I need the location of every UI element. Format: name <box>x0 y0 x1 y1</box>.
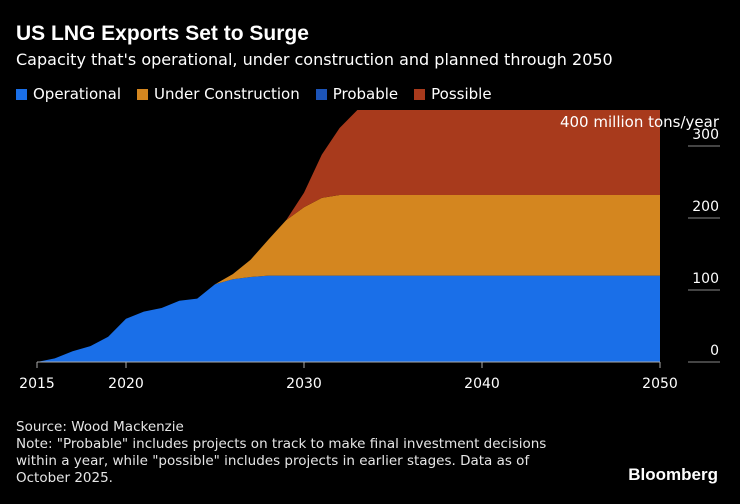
x-tick-label: 2030 <box>286 376 322 392</box>
chart-footer: Source: Wood Mackenzie Note: "Probable" … <box>16 419 576 487</box>
y-tick-label: 100 <box>692 271 719 287</box>
y-tick-label: 0 <box>710 343 719 359</box>
legend-label: Operational <box>33 85 122 103</box>
bloomberg-logo: Bloomberg <box>628 465 718 484</box>
legend-swatch <box>16 88 27 100</box>
legend-label: Possible <box>431 85 492 103</box>
legend-swatch <box>414 88 426 100</box>
legend-item-under-construction: Under Construction <box>137 85 300 103</box>
source-note: Source: Wood Mackenzie <box>16 419 184 435</box>
area-series-under-construction <box>37 194 660 362</box>
y-axis-label: 400 million tons/year <box>560 113 720 131</box>
legend-item-possible: Possible <box>414 85 492 103</box>
methodology-note: Note: "Probable" includes projects on tr… <box>16 436 547 486</box>
legend-swatch <box>137 88 149 100</box>
y-tick-label: 200 <box>692 199 719 215</box>
chart-title: US LNG Exports Set to Surge <box>16 22 309 45</box>
area-series-operational <box>37 275 660 362</box>
x-tick-label: 2050 <box>642 376 678 392</box>
chart-subtitle: Capacity that's operational, under const… <box>16 50 613 69</box>
legend-item-probable: Probable <box>315 85 399 103</box>
y-tick-label: 300 <box>692 127 719 143</box>
legend-item-operational: Operational <box>16 85 121 103</box>
x-tick-label: 2020 <box>108 376 144 392</box>
x-tick-label: 2040 <box>464 376 500 392</box>
x-tick-label: 2015 <box>19 376 55 392</box>
legend-label: Under Construction <box>154 85 300 103</box>
legend-label: Probable <box>332 85 399 103</box>
legend-swatch <box>315 88 327 100</box>
legend: Operational Under Construction Probable … <box>16 85 492 103</box>
area-series-possible <box>37 110 660 362</box>
